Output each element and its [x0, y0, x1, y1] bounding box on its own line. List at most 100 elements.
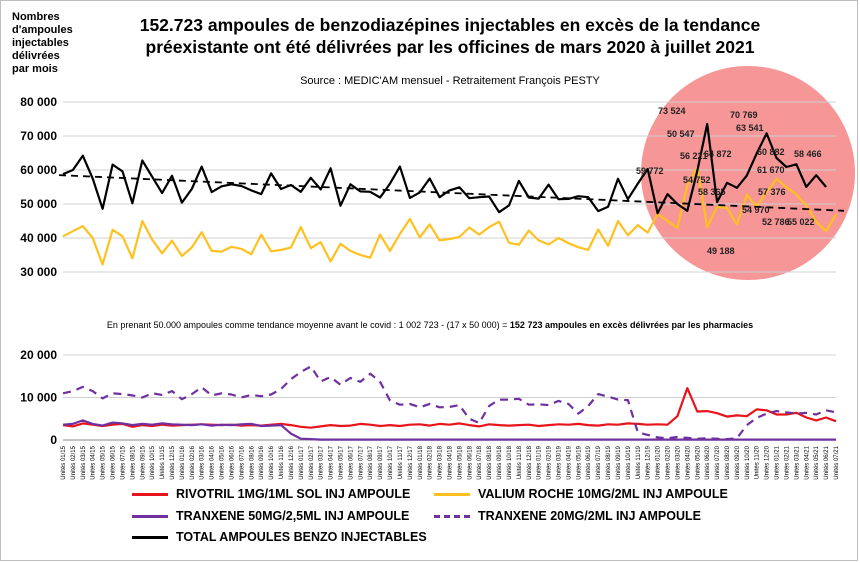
trend-line	[58, 174, 845, 212]
y-tick-label: 50 000	[20, 197, 57, 211]
x-tick-label: Unités 06/16	[230, 445, 236, 479]
x-tick-label: Unités 03/20	[675, 445, 681, 479]
data-label: 55 022	[787, 217, 815, 227]
chart-title-line-2: préexistante ont été délivrées par les o…	[145, 37, 755, 57]
y-axis-title-line: Nombres	[12, 11, 60, 23]
x-tick-label: Unités 02/18	[428, 445, 434, 479]
x-tick-label: Unités 01/17	[299, 445, 305, 479]
legend-label: RIVOTRIL 1MG/1ML SOL INJ AMPOULE	[176, 487, 411, 501]
x-tick-label: Unités 01/18	[418, 445, 424, 479]
x-tick-label: Unités 09/18	[497, 445, 503, 479]
x-tick-label: Unités 01/16	[180, 445, 186, 479]
x-tick-label: Unités 01/21	[775, 445, 781, 479]
data-label: 57 376	[758, 187, 786, 197]
series-tranxene_dash-line	[62, 365, 837, 441]
x-tick-label: Unités 02/21	[784, 445, 790, 479]
x-tick-label: Unités 06/17	[348, 445, 354, 479]
x-tick-label: Unités 09/16	[259, 445, 265, 479]
y-axis-title: Nombres d'ampoules injectables délivrées…	[12, 11, 102, 76]
data-label: 58 466	[794, 149, 822, 159]
x-tick-label: Unités 08/20	[725, 445, 731, 479]
x-tick-label: Unités 04/21	[804, 445, 810, 479]
x-tick-label: Unités 06/19	[586, 445, 592, 479]
x-tick-label: Unités 10/19	[626, 445, 632, 479]
x-tick-label: Unités 03/16	[200, 445, 206, 479]
chart-source: Source : MEDIC'AM mensuel - Retraitement…	[300, 75, 600, 87]
data-label: 52 786	[762, 217, 790, 227]
legend-swatch	[132, 514, 168, 518]
data-label: 70 769	[730, 110, 758, 120]
y-tick-label: 0	[50, 433, 57, 447]
x-tick-label: Unités 08/15	[130, 445, 136, 479]
data-label: 58 365	[698, 187, 726, 197]
legend-item: VALIUM ROCHE 10MG/2ML INJ AMPOULE	[434, 487, 728, 501]
legend-swatch	[434, 514, 470, 518]
x-tick-label: Unités 12/16	[289, 445, 295, 479]
x-tick-label: Unités 02/20	[666, 445, 672, 479]
x-tick-label: Unités 03/18	[438, 445, 444, 479]
series-tranxene-line	[62, 419, 836, 441]
data-label: 64 872	[704, 149, 732, 159]
y-axis-title-line: par mois	[12, 63, 58, 75]
series-total-line	[62, 122, 827, 215]
legend-item: TRANXENE 50MG/2,5ML INJ AMPOULE	[132, 509, 409, 523]
x-tick-label: Unités 05/19	[576, 445, 582, 479]
x-tick-label: Unités 06/21	[824, 445, 830, 479]
x-tick-label: Unités 11/19	[636, 445, 642, 479]
x-tick-label: Unités 03/15	[81, 445, 87, 479]
legend-swatch	[132, 492, 168, 496]
y-tick-label: 30 000	[20, 265, 57, 279]
x-tick-label: Unités 04/17	[329, 445, 335, 479]
x-tick-label: Unités 11/15	[160, 445, 166, 479]
legend-item: TRANXENE 20MG/2ML INJ AMPOULE	[434, 509, 701, 523]
x-tick-label: Unités 07/20	[715, 445, 721, 479]
series-rivotril-line	[62, 387, 837, 429]
data-label: 61 670	[757, 165, 785, 175]
y-axis-title-line: d'ampoules	[12, 24, 73, 36]
legend-label: TRANXENE 20MG/2ML INJ AMPOULE	[478, 509, 701, 523]
x-tick-label: Unités 10/16	[269, 445, 275, 479]
y-tick-label: 40 000	[20, 231, 57, 245]
x-tick-label: Unités 02/16	[190, 445, 196, 479]
x-tick-label: Unités 11/17	[398, 445, 404, 479]
x-tick-label: Unités 04/18	[448, 445, 454, 479]
legend-swatch	[132, 535, 168, 539]
chart-title: 152.723 ampoules de benzodiazépines inje…	[100, 14, 800, 58]
x-tick-label: Unités 11/16	[279, 445, 285, 479]
excess-note: En prenant 50.000 ampoules comme tendanc…	[30, 320, 830, 330]
x-tick-label: Unités 04/16	[210, 445, 216, 479]
x-tick-label: Unités 05/16	[220, 445, 226, 479]
y-tick-label: 10 000	[20, 391, 57, 405]
x-tick-label: Unités 09/17	[378, 445, 384, 479]
x-tick-label: Unités 12/19	[646, 445, 652, 479]
x-tick-label: Unités 01/20	[656, 445, 662, 479]
data-label: 63 541	[736, 123, 764, 133]
x-tick-label: Unités 07/17	[358, 445, 364, 479]
x-tick-label: Unités 05/21	[814, 445, 820, 479]
x-tick-label: Unités 05/17	[339, 445, 345, 479]
x-tick-label: Unités 07/18	[477, 445, 483, 479]
legend-label: TOTAL AMPOULES BENZO INJECTABLES	[176, 530, 427, 544]
x-tick-label: Unités 02/17	[309, 445, 315, 479]
x-tick-label: Unités 04/20	[685, 445, 691, 479]
x-tick-label: Unités 10/15	[150, 445, 156, 479]
x-tick-label: Unités 02/19	[547, 445, 553, 479]
x-tick-label: Unités 03/19	[557, 445, 563, 479]
x-tick-label: Unités 12/20	[765, 445, 771, 479]
x-tick-label: Unités 04/19	[566, 445, 572, 479]
x-tick-label: Unités 05/15	[101, 445, 107, 479]
x-tick-label: Unités 07/21	[834, 445, 840, 479]
data-label: 73 524	[658, 106, 686, 116]
legend-label: TRANXENE 50MG/2,5ML INJ AMPOULE	[176, 509, 410, 523]
x-tick-label: Unités 11/18	[517, 445, 523, 479]
legend-swatch	[434, 492, 470, 496]
x-tick-label: Unités 12/17	[408, 445, 414, 479]
excess-note-value: 152 723	[509, 320, 543, 330]
x-tick-label: Unités 07/15	[121, 445, 127, 479]
legend-item: TOTAL AMPOULES BENZO INJECTABLES	[132, 530, 427, 544]
x-tick-label: Unités 06/20	[705, 445, 711, 479]
y-tick-label: 80 000	[20, 95, 57, 109]
x-tick-label: Unités 05/20	[695, 445, 701, 479]
data-label: 50 547	[667, 129, 695, 139]
x-tick-label: Unités 11/20	[755, 445, 761, 479]
